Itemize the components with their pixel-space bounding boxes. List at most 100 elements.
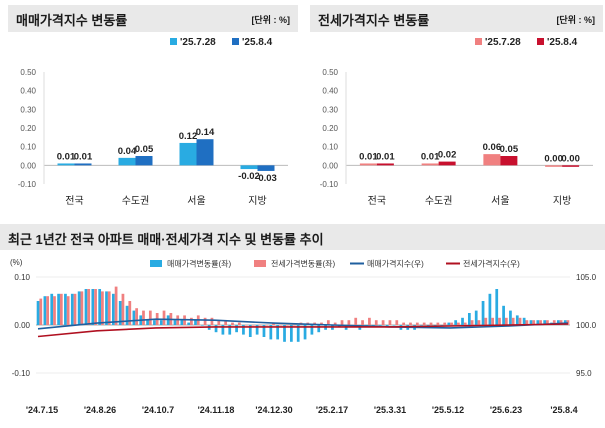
trend-legend-label-0: 매매가격변동률(좌) <box>167 259 232 269</box>
trend-bar <box>447 322 451 325</box>
trend-bar <box>422 322 426 325</box>
sale-bar <box>179 142 197 166</box>
sale-data-label: -0.02 <box>238 171 260 182</box>
trend-bar <box>121 293 125 325</box>
trend-bar <box>214 325 218 333</box>
sale-ytick-label: 0.50 <box>20 68 36 77</box>
trend-legend-label-3: 전세가격지수(우) <box>463 259 520 269</box>
trend-bar <box>484 317 488 325</box>
trend-bar <box>433 325 437 326</box>
trend-bar <box>39 298 43 325</box>
trend-xtick-label: '24.7.15 <box>26 405 58 415</box>
trend-bar <box>429 322 433 325</box>
jeonse-category-label: 전국 <box>368 195 386 207</box>
sale-legend-label-0: '25.7.28 <box>180 37 216 48</box>
jeonse-category-label: 수도권 <box>425 195 453 207</box>
trend-bar <box>276 325 280 340</box>
trend-bar <box>495 289 499 325</box>
jeonse-bar-chart: '25.7.28 '25.8.4 0.50 0.40 0.30 0.20 0.10 0.00 -… <box>320 37 593 207</box>
trend-bar <box>162 310 166 325</box>
trend-bar <box>488 293 492 325</box>
trend-bar <box>317 325 321 333</box>
trend-bar <box>128 301 132 325</box>
trend-bar <box>53 296 56 325</box>
sale-bar <box>74 163 92 166</box>
jeonse-panel-title: 전세가격지수 변동률 <box>318 13 430 28</box>
jeonse-data-label: 0.06 <box>483 142 502 153</box>
trend-bar <box>529 320 533 325</box>
sale-data-label: 0.04 <box>118 146 137 157</box>
jeonse-data-label: 0.00 <box>544 153 563 164</box>
trend-bar <box>292 325 296 326</box>
jeonse-bar <box>562 165 580 167</box>
trend-index-line <box>37 318 569 330</box>
trend-bar <box>354 317 358 325</box>
trend-bar <box>543 320 547 325</box>
trend-bar <box>440 325 444 326</box>
sale-bar <box>240 165 258 170</box>
trend-bar <box>146 320 149 325</box>
trend-bar <box>443 322 447 325</box>
sale-data-label: -0.03 <box>255 173 277 184</box>
trend-bar <box>148 310 152 325</box>
trend-bar <box>43 296 47 325</box>
trend-bar <box>244 325 248 326</box>
trend-legend-label-2: 매매가격지수(우) <box>367 259 424 269</box>
trend-bar <box>457 322 460 325</box>
trend-xtick-label: '24.11.18 <box>198 405 235 415</box>
jeonse-legend-swatch-0 <box>475 38 482 45</box>
trend-bar <box>77 291 81 325</box>
sale-panel-unit: [단위 : %] <box>251 15 290 25</box>
trend-bar <box>210 317 214 325</box>
trend-bar <box>111 293 115 325</box>
trend-panel-header: 최근 1년간 전국 아파트 매매·전세가격 지수 및 변동률 추이 <box>0 224 605 250</box>
trend-bar <box>491 317 495 325</box>
trend-bar <box>217 320 221 325</box>
jeonse-bar <box>376 163 394 166</box>
sale-ytick-label: 0.20 <box>20 124 36 133</box>
trend-bar <box>235 325 238 333</box>
trend-bar <box>395 320 399 325</box>
trend-bar <box>340 320 344 325</box>
trend-bar <box>187 322 191 325</box>
trend-bar <box>194 320 197 325</box>
trend-ytick-right: 95.0 <box>576 369 592 378</box>
trend-bar <box>546 320 549 325</box>
trend-bar <box>536 320 540 325</box>
trend-bar <box>258 325 262 326</box>
trend-bar <box>320 322 323 325</box>
trend-bar <box>173 320 177 325</box>
trend-bar <box>142 310 145 325</box>
sale-category-label: 수도권 <box>122 195 150 207</box>
sale-ytick-label: 0.10 <box>20 143 36 152</box>
trend-ytick-left: 0.10 <box>14 273 30 282</box>
trend-xtick-label: '25.5.12 <box>432 405 464 415</box>
trend-bar <box>285 325 289 326</box>
sale-ytick-label: 0.00 <box>20 161 36 170</box>
trend-bar <box>296 325 300 342</box>
sale-data-label: 0.05 <box>135 144 154 155</box>
jeonse-data-label: 0.01 <box>376 151 395 162</box>
sale-ytick-label: 0.40 <box>20 87 36 96</box>
sale-bar-chart: '25.7.28 '25.8.4 0.50 0.40 0.30 0.20 0.10 0.00 -… <box>18 37 288 207</box>
jeonse-bar <box>545 165 563 167</box>
trend-bar <box>118 301 122 325</box>
trend-bar <box>420 325 423 326</box>
trend-bar <box>415 322 419 325</box>
trend-xtick-label: '24.8.26 <box>84 405 116 415</box>
trend-bar <box>255 325 259 335</box>
jeonse-ytick-label: 0.10 <box>322 143 338 152</box>
trend-bar <box>98 289 102 325</box>
trend-bar <box>467 313 471 325</box>
sale-data-label: 0.01 <box>74 151 93 162</box>
trend-bar <box>70 293 74 325</box>
trend-combo-chart: 매매가격변동률(좌) 전세가격변동률(좌) 매매가격지수(우) 전세가격지수(우) (%… <box>10 258 597 415</box>
trend-bar <box>101 291 104 325</box>
trend-bar <box>552 320 556 325</box>
trend-bar <box>518 317 522 325</box>
trend-bar <box>477 320 481 325</box>
trend-bar <box>262 325 266 337</box>
trend-bar <box>87 289 91 325</box>
trend-bar <box>91 289 95 325</box>
trend-bar <box>228 325 232 335</box>
